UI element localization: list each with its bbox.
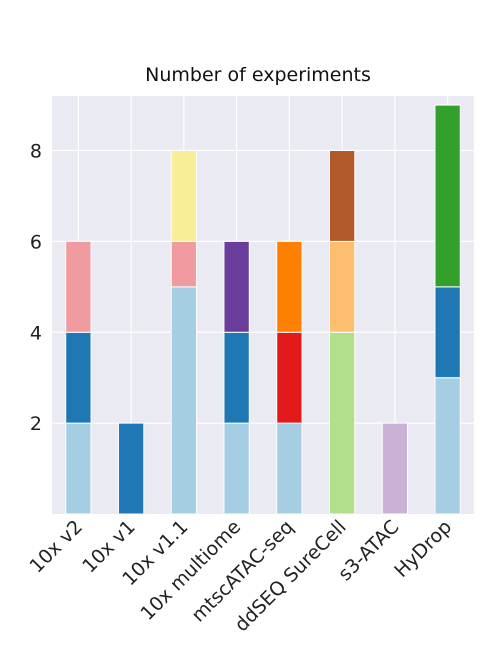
bar-segment bbox=[328, 240, 356, 333]
bar-segment bbox=[328, 150, 356, 242]
y-tick-label: 4 bbox=[30, 322, 42, 344]
x-tick-label: 10x v2 bbox=[26, 516, 87, 577]
x-tick-label: HyDrop bbox=[390, 516, 456, 582]
bar-segment bbox=[117, 422, 145, 515]
bar-segment bbox=[381, 422, 409, 515]
bar-segment bbox=[276, 240, 303, 333]
y-tick-labels: 2 4 6 8 bbox=[30, 141, 42, 436]
y-tick-label: 6 bbox=[30, 231, 42, 253]
bars bbox=[65, 104, 461, 515]
bar-segment bbox=[65, 331, 92, 424]
bar-segment bbox=[170, 150, 198, 242]
bar-segment bbox=[223, 422, 250, 515]
bar-segment bbox=[65, 240, 92, 333]
bar-segment bbox=[170, 286, 198, 515]
bar-segment bbox=[276, 422, 303, 515]
bar-segment bbox=[276, 331, 303, 424]
y-tick-label: 2 bbox=[30, 413, 42, 435]
bar-segment bbox=[223, 331, 250, 424]
bar-segment bbox=[65, 422, 92, 515]
bar-segment bbox=[223, 240, 250, 333]
bar-segment bbox=[328, 331, 356, 515]
plot-area bbox=[52, 96, 474, 514]
y-tick-label: 8 bbox=[30, 141, 42, 163]
chart-title: Number of experiments bbox=[145, 64, 371, 86]
bar-segment bbox=[434, 286, 461, 379]
bar-segment bbox=[434, 377, 461, 515]
bar-segment bbox=[170, 240, 198, 288]
bar-segment bbox=[434, 104, 461, 288]
